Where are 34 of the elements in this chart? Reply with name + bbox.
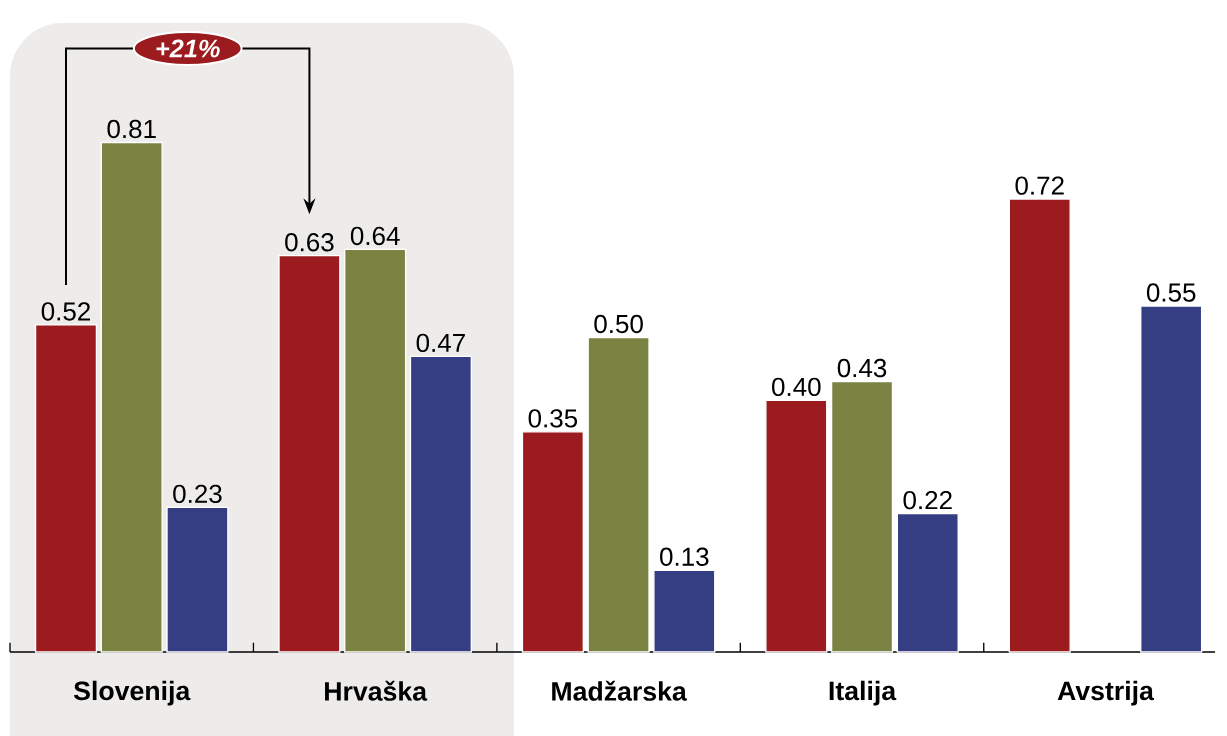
x-tick-label: Italija [829, 680, 897, 706]
data-label: 0.55 [1146, 283, 1196, 302]
bar [1008, 198, 1071, 653]
data-label: 0.22 [903, 490, 952, 510]
bar [1140, 305, 1203, 653]
data-label: 0.23 [173, 484, 222, 504]
data-label: 0.63 [285, 233, 334, 252]
bar [896, 512, 959, 653]
bar [409, 355, 472, 653]
bar [166, 506, 229, 653]
data-label: 0.52 [41, 302, 90, 321]
bar [100, 141, 163, 653]
x-tick-label: Avstrija [1057, 680, 1155, 706]
bar [653, 569, 716, 653]
x-tick-label: Hrvaška [325, 680, 428, 701]
bar [278, 255, 341, 653]
text: +21% [156, 39, 220, 58]
data-label: 0.13 [660, 547, 709, 566]
bar [765, 399, 828, 653]
data-label: 0.50 [594, 314, 643, 334]
x-tick-label: Slovenija [73, 680, 191, 706]
data-label: 0.40 [772, 377, 821, 397]
data-label: 0.35 [528, 409, 578, 428]
bar [587, 336, 650, 653]
data-label: 0.72 [1015, 176, 1064, 195]
data-label: 0.43 [837, 358, 887, 378]
data-label: 0.81 [107, 119, 156, 139]
bar [521, 431, 584, 653]
data-label: 0.64 [350, 226, 400, 246]
bar [344, 248, 407, 653]
bar [34, 324, 98, 653]
bar [830, 380, 894, 653]
x-tick-label: Madžarska [552, 680, 687, 701]
data-label: 0.47 [416, 333, 465, 353]
